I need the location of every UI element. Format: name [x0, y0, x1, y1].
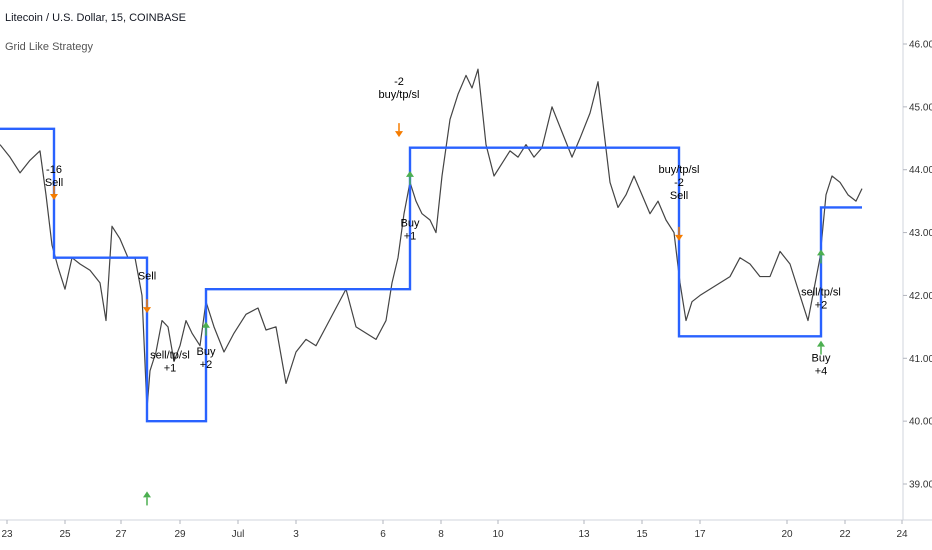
y-tick-label: 45.00: [909, 102, 932, 113]
trade-annotation: Sell: [45, 177, 63, 189]
y-axis: 39.00 40.00 41.00 42.00 43.00 44.00 45.00 46.00: [903, 40, 932, 491]
trade-annotation: +2: [815, 299, 828, 311]
x-axis: 23 25 27 29 Jul 3 6 8 10 13 15 17 20 22 24: [1, 520, 908, 540]
x-tick-label: 15: [636, 529, 648, 540]
trade-annotation: +4: [815, 365, 828, 377]
sell-marker: [143, 307, 151, 314]
x-tick-label: 27: [115, 529, 127, 540]
trade-annotation: +2: [200, 359, 213, 371]
strategy-name: Grid Like Strategy: [5, 41, 94, 53]
trade-annotation: buy/tp/sl: [659, 164, 700, 176]
trade-annotation: Sell: [670, 190, 688, 202]
y-tick-label: 41.00: [909, 354, 932, 365]
y-tick-label: 40.00: [909, 417, 932, 428]
x-tick-label: 6: [380, 529, 386, 540]
x-tick-label: 23: [1, 529, 13, 540]
x-tick-label: 20: [781, 529, 793, 540]
trade-annotation: +1: [164, 362, 177, 374]
x-tick-label: 24: [896, 529, 908, 540]
chart-title: Litecoin / U.S. Dollar, 15, COINBASE: [5, 12, 186, 24]
trade-annotation: buy/tp/sl: [379, 89, 420, 101]
trade-annotation: Sell: [138, 271, 156, 283]
y-tick-label: 43.00: [909, 228, 932, 239]
sell-marker: [395, 131, 403, 138]
x-tick-label: 25: [59, 529, 71, 540]
y-tick-label: 39.00: [909, 480, 932, 491]
x-tick-label: 22: [839, 529, 851, 540]
trade-annotation: -2: [674, 177, 684, 189]
trade-annotation: sell/tp/sl: [150, 349, 190, 361]
plot-area[interactable]: -16SellSellsell/tp/sl+1Buy+2-2buy/tp/slB…: [0, 68, 863, 506]
trade-annotation: +1: [404, 230, 417, 242]
y-tick-label: 42.00: [909, 291, 932, 302]
trade-annotation: -2: [394, 76, 404, 88]
buy-marker: [817, 249, 825, 256]
trade-annotation: sell/tp/sl: [801, 286, 841, 298]
y-tick-label: 46.00: [909, 40, 932, 51]
x-tick-label: 29: [174, 529, 186, 540]
x-tick-label: 8: [438, 529, 444, 540]
x-tick-label: 17: [694, 529, 706, 540]
grid-level-line: [0, 127, 862, 423]
trade-annotation: Buy: [812, 352, 831, 364]
trade-annotation: -16: [46, 164, 62, 176]
buy-marker: [406, 170, 414, 177]
price-series-line: [0, 68, 863, 410]
x-tick-label: 10: [492, 529, 504, 540]
x-tick-label: 13: [578, 529, 590, 540]
sell-marker: [675, 234, 683, 241]
sell-marker: [50, 194, 58, 200]
buy-marker: [817, 340, 825, 347]
trade-annotation: Buy: [401, 217, 420, 229]
buy-marker: [202, 321, 210, 328]
x-tick-label: 3: [293, 529, 299, 540]
buy-marker: [143, 491, 151, 498]
x-tick-label: Jul: [232, 529, 245, 540]
y-tick-label: 44.00: [909, 165, 932, 176]
trade-annotation: Buy: [197, 346, 216, 358]
